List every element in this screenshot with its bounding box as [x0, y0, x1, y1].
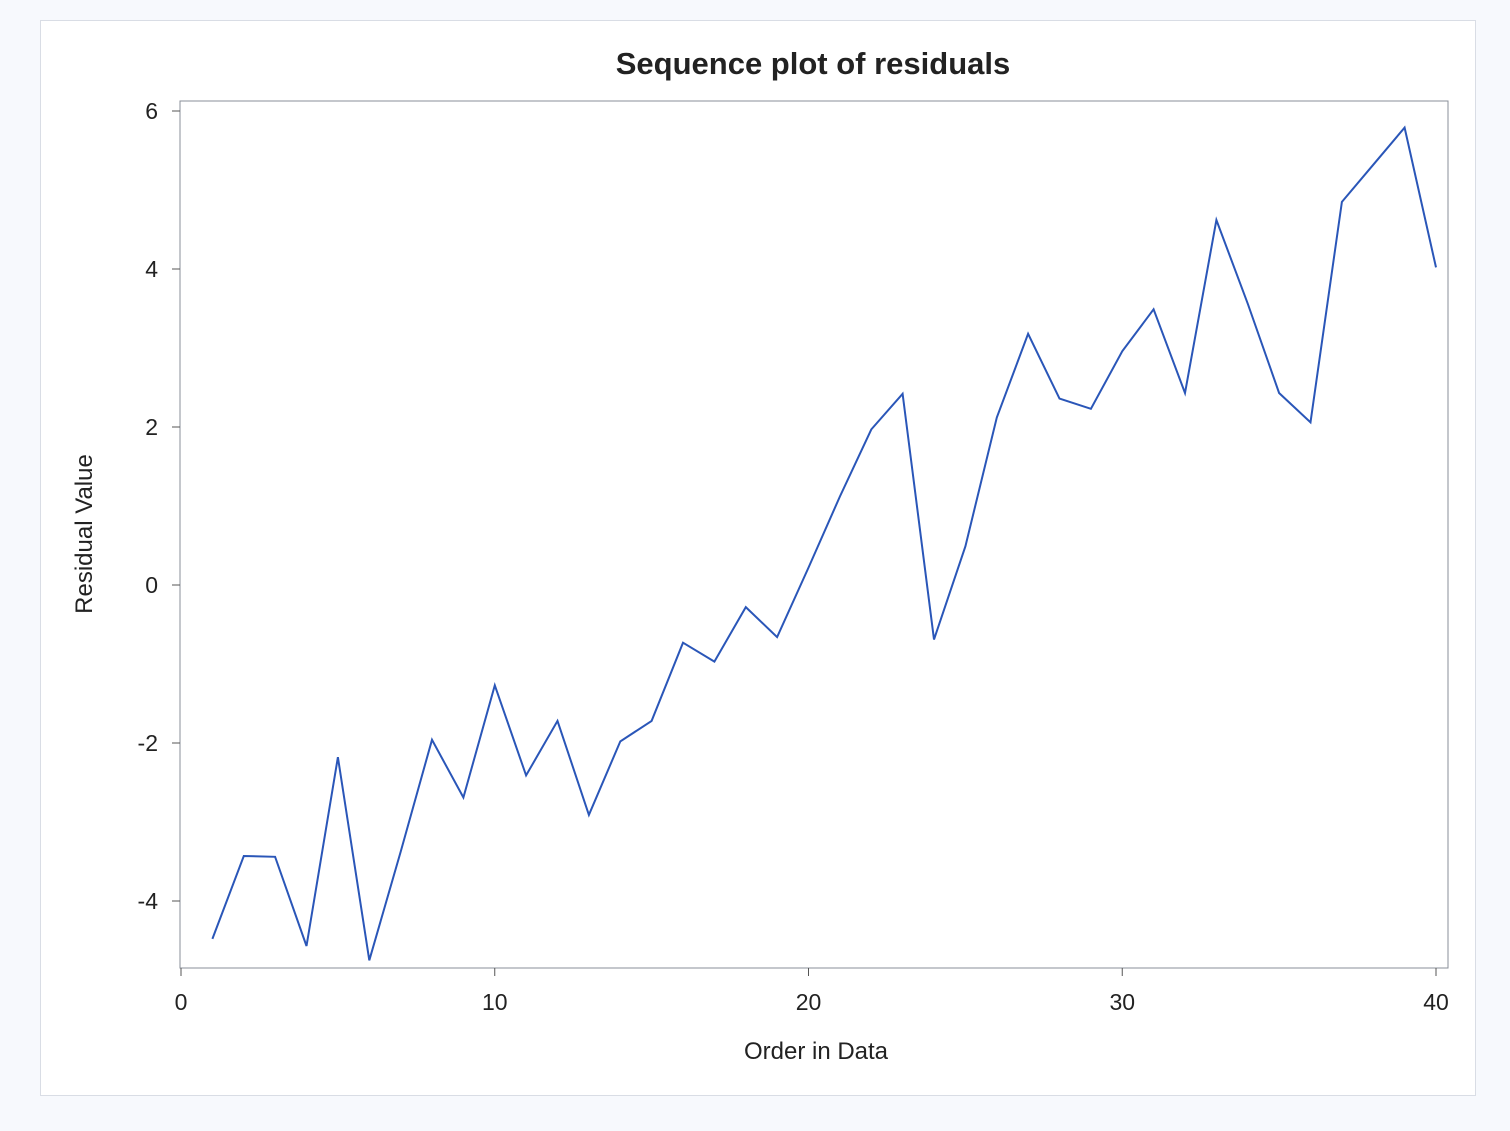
y-tick-label: 2	[145, 414, 158, 440]
x-axis: 0 10 20 30 40	[175, 968, 1449, 1015]
x-tick-label: 10	[482, 989, 508, 1015]
y-tick-label: 0	[145, 572, 158, 598]
y-axis: -4 -2 0 2 4 6	[138, 98, 180, 914]
y-tick-label: -4	[138, 888, 159, 914]
y-axis-label: Residual Value	[71, 454, 98, 614]
x-axis-label: Order in Data	[744, 1038, 889, 1065]
y-tick-label: 4	[145, 256, 158, 282]
x-tick-label: 30	[1109, 989, 1135, 1015]
y-tick-label: 6	[145, 98, 158, 124]
x-tick-label: 20	[796, 989, 822, 1015]
residual-series-line	[211, 125, 1437, 961]
plot-area	[179, 100, 1449, 969]
x-tick-label: 40	[1423, 989, 1449, 1015]
series-layer	[211, 125, 1437, 961]
y-tick-label: -2	[138, 730, 158, 756]
chart-frame	[40, 20, 1476, 1096]
x-tick-label: 0	[175, 989, 188, 1015]
chart-title: Sequence plot of residuals	[616, 46, 1010, 81]
